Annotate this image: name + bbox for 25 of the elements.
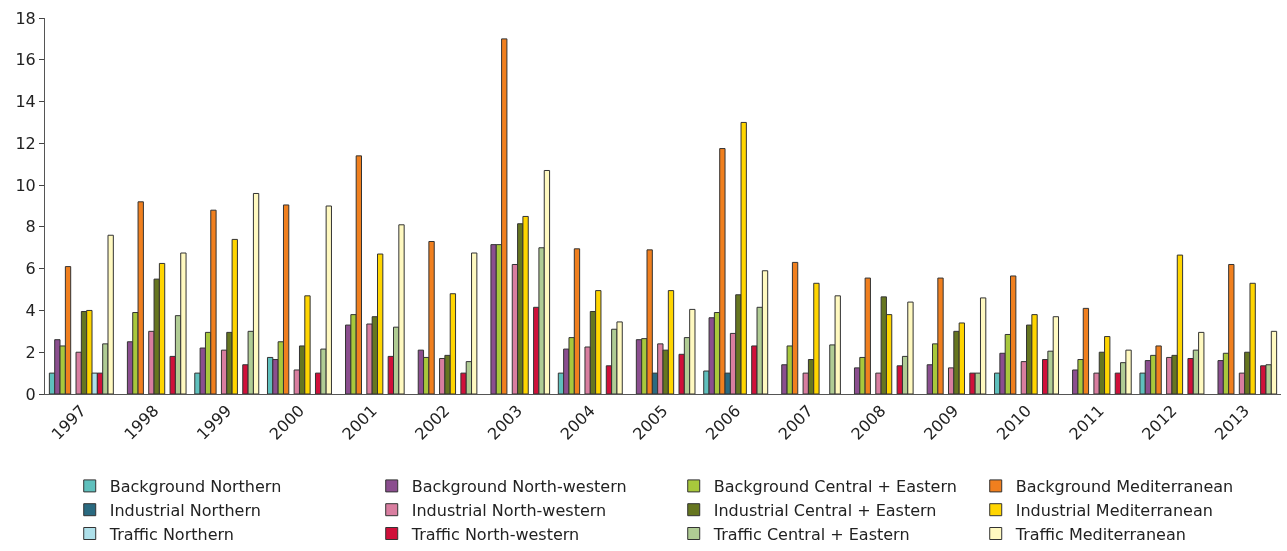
- bar: [969, 372, 976, 394]
- y-tick-label: 16: [15, 50, 36, 70]
- legend-label: Background North-western: [411, 477, 627, 497]
- legend-label: Industrial Central + Eastern: [713, 500, 937, 520]
- y-tick-label: 10: [15, 175, 36, 195]
- y-tick-label: 0: [25, 384, 36, 404]
- legend-label: Background Mediterranean: [1015, 477, 1234, 497]
- legend-label: Industrial North-western: [411, 500, 607, 520]
- bar: [490, 244, 497, 394]
- y-tick-label: 4: [25, 301, 36, 321]
- y-tick-label: 8: [25, 217, 36, 237]
- y-tick-label: 14: [15, 92, 36, 112]
- legend-label: Background Central + Eastern: [713, 477, 957, 497]
- legend-label: Background Northern: [109, 477, 282, 497]
- legend-label: Industrial Northern: [109, 500, 261, 520]
- legend-label: Traffic North-western: [410, 524, 580, 544]
- y-tick-label: 18: [15, 8, 36, 28]
- y-tick-label: 6: [25, 259, 36, 279]
- legend-label: Traffic Northern: [108, 524, 234, 544]
- legend-label: Traffic Central + Eastern: [712, 524, 910, 544]
- bar: [979, 297, 987, 394]
- y-tick-label: 2: [25, 342, 36, 362]
- legend-label: Industrial Mediterranean: [1015, 500, 1213, 520]
- y-tick-label: 12: [15, 133, 36, 153]
- legend-label: Traffic Mediterranean: [1014, 524, 1186, 544]
